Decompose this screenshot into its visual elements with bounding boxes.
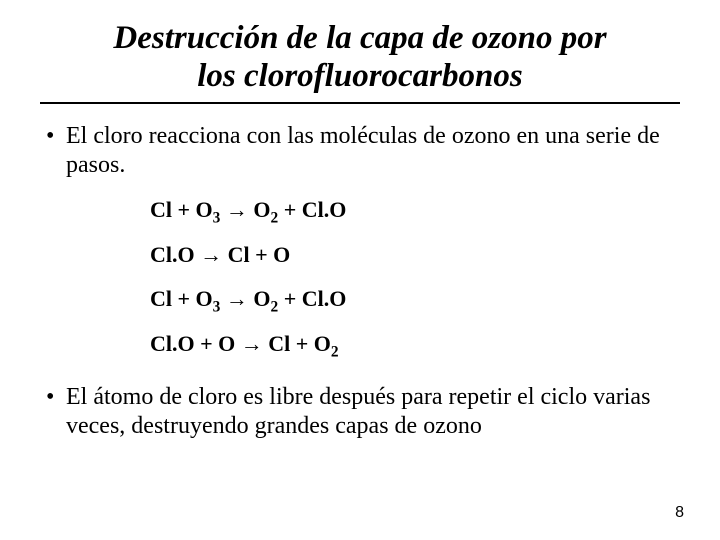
eq-lhs: Cl + O xyxy=(150,286,213,311)
bullet-item: El cloro reacciona con las moléculas de … xyxy=(40,122,680,180)
title-line-2: los clorofluorocarbonos xyxy=(197,58,522,94)
slide-title: Destrucción de la capa de ozono por los … xyxy=(40,20,680,104)
eq-rhs: Cl + O xyxy=(228,242,291,267)
eq-lhs: Cl.O + O xyxy=(150,331,235,356)
arrow-icon: → xyxy=(241,331,263,356)
arrow-icon: → xyxy=(226,197,248,222)
bullet-text: El átomo de cloro es libre después para … xyxy=(66,384,650,439)
equation-row: Cl + O3 → O2 + Cl.O xyxy=(150,286,680,316)
eq-rhs: Cl + O xyxy=(268,331,331,356)
bullet-text: El cloro reacciona con las moléculas de … xyxy=(66,123,660,178)
eq-rhs-sub: 2 xyxy=(331,343,339,360)
eq-rhs-tail: + Cl.O xyxy=(278,197,346,222)
eq-lhs: Cl.O xyxy=(150,242,195,267)
eq-lhs-sub: 3 xyxy=(213,299,221,316)
equations-block: Cl + O3 → O2 + Cl.O Cl.O → Cl + O Cl + O… xyxy=(150,197,680,361)
equation-row: Cl + O3 → O2 + Cl.O xyxy=(150,197,680,227)
eq-rhs: O xyxy=(253,286,270,311)
title-line-1: Destrucción de la capa de ozono por xyxy=(113,20,606,56)
arrow-icon: → xyxy=(200,242,222,267)
equation-row: Cl.O + O → Cl + O2 xyxy=(150,331,680,361)
eq-rhs-tail: + Cl.O xyxy=(278,286,346,311)
bullet-list: El cloro reacciona con las moléculas de … xyxy=(40,122,680,180)
page-number: 8 xyxy=(675,504,684,522)
equation-row: Cl.O → Cl + O xyxy=(150,242,680,272)
bullet-list: El átomo de cloro es libre después para … xyxy=(40,383,680,441)
eq-rhs: O xyxy=(253,197,270,222)
eq-lhs-sub: 3 xyxy=(213,210,221,227)
bullet-item: El átomo de cloro es libre después para … xyxy=(40,383,680,441)
arrow-icon: → xyxy=(226,286,248,311)
eq-lhs: Cl + O xyxy=(150,197,213,222)
